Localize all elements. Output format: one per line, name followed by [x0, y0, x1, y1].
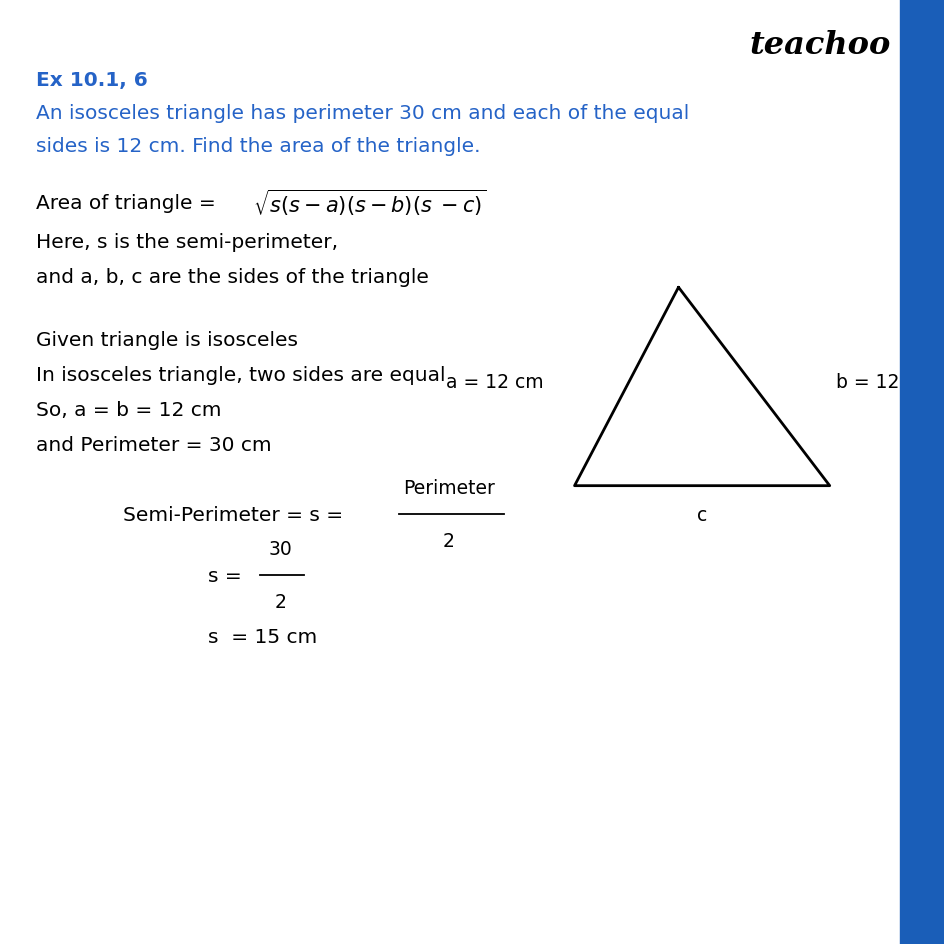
Text: and a, b, c are the sides of the triangle: and a, b, c are the sides of the triangl… [36, 268, 429, 287]
Text: 2: 2 [443, 531, 454, 550]
Text: Perimeter: Perimeter [403, 479, 495, 497]
Text: In isosceles triangle, two sides are equal: In isosceles triangle, two sides are equ… [36, 365, 445, 384]
Text: So, a = b = 12 cm: So, a = b = 12 cm [36, 400, 221, 419]
Text: sides is 12 cm. Find the area of the triangle.: sides is 12 cm. Find the area of the tri… [36, 137, 480, 156]
Text: $\sqrt{s(s-a)(s-b)(s\;-c)}$: $\sqrt{s(s-a)(s-b)(s\;-c)}$ [253, 188, 486, 218]
Text: An isosceles triangle has perimeter 30 cm and each of the equal: An isosceles triangle has perimeter 30 c… [36, 104, 688, 123]
Bar [899, 0, 944, 944]
Text: Here, s is the semi-perimeter,: Here, s is the semi-perimeter, [36, 233, 338, 252]
Text: teachoo: teachoo [749, 30, 890, 61]
Text: Ex 10.1, 6: Ex 10.1, 6 [36, 71, 147, 90]
Text: Given triangle is isosceles: Given triangle is isosceles [36, 330, 297, 349]
Text: 30: 30 [268, 540, 293, 559]
Text: b = 12 cm: b = 12 cm [835, 373, 934, 392]
Text: s  = 15 cm: s = 15 cm [208, 628, 317, 647]
Text: and Perimeter = 30 cm: and Perimeter = 30 cm [36, 435, 271, 454]
Text: Semi-Perimeter = s =: Semi-Perimeter = s = [123, 505, 343, 524]
Text: 2: 2 [275, 593, 286, 612]
Text: a = 12 cm: a = 12 cm [446, 373, 543, 392]
Text: c: c [697, 505, 706, 524]
Text: s =: s = [208, 566, 242, 585]
Text: Area of triangle =: Area of triangle = [36, 194, 222, 212]
